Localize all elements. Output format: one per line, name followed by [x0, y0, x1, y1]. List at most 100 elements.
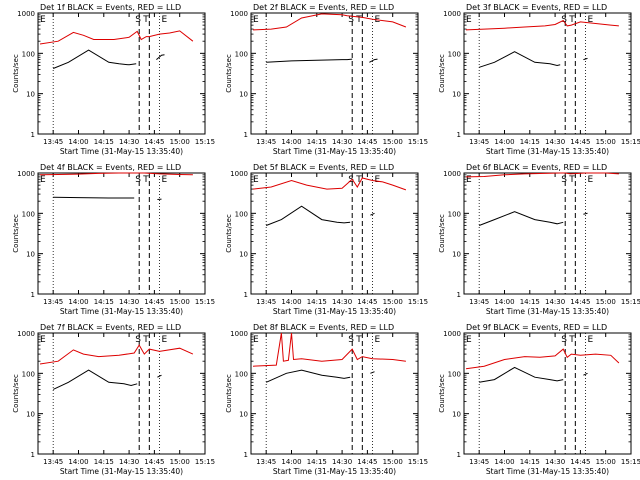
y-tick-label: 10	[239, 251, 248, 259]
x-axis-label: Start Time (31-May-15 13:35:40)	[60, 147, 183, 156]
x-tick-label: 14:45	[570, 138, 590, 146]
x-tick-label: 15:15	[195, 138, 215, 146]
x-tick-label: 14:30	[332, 298, 352, 306]
plot-frame	[463, 12, 632, 135]
events-series-line	[583, 57, 588, 61]
x-tick-label: 14:30	[119, 138, 139, 146]
y-tick-label: 100	[22, 370, 35, 378]
lld-series-line	[39, 344, 194, 365]
lld-series-line	[39, 172, 193, 176]
y-tick-label: 10	[452, 91, 461, 99]
detector-panel: Det 5f BLACK = Events, RED = LLD 1 10 100 10…	[225, 163, 428, 316]
marker-label-start: E	[466, 175, 472, 185]
x-tick-label: 15:15	[408, 298, 428, 306]
x-axis-label: Start Time (31-May-15 13:35:40)	[273, 147, 396, 156]
panel-title: Det 1f BLACK = Events, RED = LLD	[40, 3, 181, 12]
marker-label-s: S	[561, 335, 567, 345]
marker-label-end: E	[374, 335, 380, 345]
lld-series-line	[39, 30, 194, 45]
x-axis-label: Start Time (31-May-15 13:35:40)	[486, 467, 609, 476]
marker-label-start: E	[466, 15, 472, 25]
panel-title: Det 3f BLACK = Events, RED = LLD	[466, 3, 607, 12]
x-tick-label: 13:45	[469, 298, 489, 306]
y-axis-label: Counts/sec	[438, 54, 446, 93]
y-tick-label: 1	[31, 451, 35, 459]
x-tick-label: 15:00	[170, 138, 190, 146]
x-tick-label: 15:15	[195, 458, 215, 466]
detector-panel: Det 1f BLACK = Events, RED = LLD 1 10 100 10…	[12, 3, 215, 156]
events-series-line	[156, 54, 165, 60]
y-tick-label: 10	[26, 411, 35, 419]
y-tick-label: 100	[235, 370, 248, 378]
marker-label-t: T	[355, 175, 362, 185]
marker-label-end: E	[161, 15, 167, 25]
x-tick-label: 15:15	[408, 138, 428, 146]
x-tick-label: 13:45	[256, 138, 276, 146]
x-axis-label: Start Time (31-May-15 13:35:40)	[486, 307, 609, 316]
x-tick-label: 14:30	[545, 458, 565, 466]
detector-panel: Det 2f BLACK = Events, RED = LLD 1 10 100 10…	[225, 3, 428, 156]
panel-title: Det 2f BLACK = Events, RED = LLD	[253, 3, 394, 12]
y-tick-label: 1000	[17, 330, 35, 338]
x-tick-label: 15:15	[195, 298, 215, 306]
x-tick-label: 14:15	[307, 298, 327, 306]
marker-label-s: S	[135, 335, 141, 345]
y-axis-label: Counts/sec	[225, 54, 233, 93]
marker-label-start: E	[40, 175, 46, 185]
y-axis-label: Counts/sec	[438, 214, 446, 253]
y-tick-label: 1000	[17, 170, 35, 178]
x-tick-label: 14:15	[94, 298, 114, 306]
y-tick-label: 1000	[443, 10, 461, 18]
x-tick-label: 14:45	[570, 458, 590, 466]
y-tick-label: 10	[452, 251, 461, 259]
events-series-line	[583, 372, 588, 376]
x-tick-label: 14:30	[332, 138, 352, 146]
y-tick-label: 1	[457, 291, 461, 299]
x-tick-label: 14:15	[520, 298, 540, 306]
y-tick-label: 1	[244, 291, 248, 299]
x-tick-label: 14:15	[307, 138, 327, 146]
y-tick-label: 1000	[230, 330, 248, 338]
x-tick-label: 15:00	[383, 298, 403, 306]
y-tick-label: 1000	[443, 330, 461, 338]
panel-title: Det 5f BLACK = Events, RED = LLD	[253, 163, 394, 172]
events-series-line	[266, 205, 351, 226]
detector-panel: Det 8f BLACK = Events, RED = LLD 1 10 100 10…	[225, 323, 428, 476]
events-series-line	[479, 366, 564, 383]
marker-label-end: E	[587, 15, 593, 25]
marker-label-start: E	[40, 15, 46, 25]
x-tick-label: 15:00	[596, 458, 616, 466]
x-tick-label: 13:45	[469, 138, 489, 146]
panel-title: Det 9f BLACK = Events, RED = LLD	[466, 323, 607, 332]
x-tick-label: 14:00	[281, 458, 301, 466]
x-tick-label: 14:00	[494, 298, 514, 306]
events-series-line	[265, 369, 351, 383]
y-tick-label: 1	[31, 131, 35, 139]
x-tick-label: 14:15	[520, 138, 540, 146]
marker-label-t: T	[355, 15, 362, 25]
x-axis-label: Start Time (31-May-15 13:35:40)	[60, 467, 183, 476]
y-tick-label: 1	[244, 451, 248, 459]
x-tick-label: 14:45	[570, 298, 590, 306]
x-tick-label: 14:00	[281, 298, 301, 306]
events-series-line	[52, 369, 138, 390]
x-tick-label: 14:15	[94, 458, 114, 466]
y-tick-label: 1000	[230, 170, 248, 178]
plot-frame	[250, 12, 419, 135]
plot-frame	[250, 172, 419, 295]
x-tick-label: 14:30	[545, 298, 565, 306]
y-tick-label: 1	[244, 131, 248, 139]
panel-title: Det 6f BLACK = Events, RED = LLD	[466, 163, 607, 172]
y-axis-label: Counts/sec	[12, 374, 20, 413]
x-tick-label: 14:00	[494, 458, 514, 466]
marker-label-end: E	[374, 175, 380, 185]
marker-label-t: T	[568, 15, 575, 25]
x-tick-label: 15:00	[383, 458, 403, 466]
x-tick-label: 13:45	[43, 298, 63, 306]
marker-label-end: E	[161, 335, 167, 345]
x-axis-label: Start Time (31-May-15 13:35:40)	[273, 467, 396, 476]
x-tick-label: 15:00	[596, 138, 616, 146]
marker-label-t: T	[142, 335, 149, 345]
x-tick-label: 14:45	[357, 298, 377, 306]
